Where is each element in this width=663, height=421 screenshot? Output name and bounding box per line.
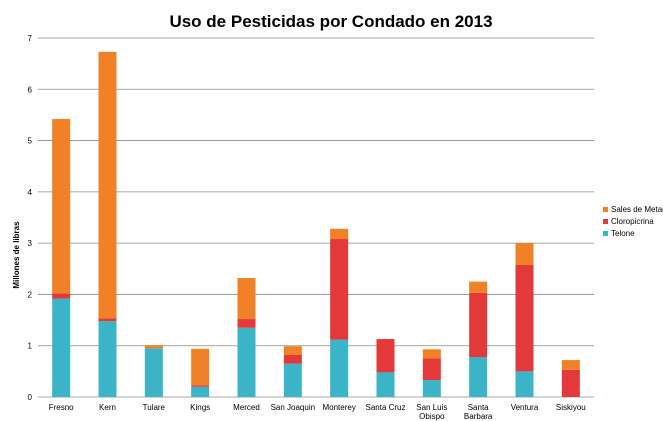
x-tick-label: Obispo	[419, 412, 445, 421]
legend-swatch	[603, 231, 608, 236]
bar-segment	[422, 349, 441, 359]
chart-title: Uso de Pesticidas por Condado en 2013	[169, 12, 492, 31]
y-tick-label: 6	[28, 85, 33, 94]
bar-segment	[237, 327, 256, 397]
grid-lines	[38, 37, 594, 398]
y-tick-label: 1	[28, 342, 33, 351]
bar-segment	[469, 356, 488, 397]
legend-label: Sales de Metam	[611, 205, 663, 214]
bar-segment	[515, 371, 534, 397]
bar-segment	[561, 369, 580, 397]
x-tick-label: Kings	[190, 403, 210, 412]
x-tick-label: Monterey	[322, 403, 355, 412]
bar-segment	[98, 51, 117, 319]
x-tick-label: Fresno	[49, 403, 74, 412]
bar-segment	[422, 380, 441, 397]
bar-segment	[330, 239, 349, 340]
y-tick-label: 7	[28, 34, 33, 43]
x-tick-label: Siskiyou	[556, 403, 586, 412]
bar-segment	[561, 360, 580, 370]
bar-segment	[52, 298, 71, 397]
legend-swatch	[603, 207, 608, 212]
x-tick-label: San Luis	[416, 403, 447, 412]
bar-segment	[237, 278, 256, 320]
bar-segment	[191, 348, 210, 386]
bar-segment	[376, 372, 395, 397]
bar-segment	[98, 318, 117, 322]
x-tick-label: Kern	[99, 403, 116, 412]
y-axis-label: Millones de libras	[12, 221, 21, 289]
bar-segment	[237, 319, 256, 328]
y-tick-label: 0	[28, 393, 33, 402]
bar-segment	[515, 264, 534, 372]
y-tick-label: 5	[28, 137, 33, 146]
bar-segment	[283, 346, 302, 355]
y-tick-label: 3	[28, 239, 33, 248]
bar-segment	[191, 385, 210, 387]
x-tick-label: Ventura	[511, 403, 539, 412]
x-tick-labels: Fresno Kern Tulare Kings Merced San Joaquin Mo…	[49, 403, 586, 421]
x-tick-label: San Joaquin	[271, 403, 315, 412]
bar-segment	[144, 348, 163, 397]
y-tick-labels: 0 1 2 3 4 5 6 7	[28, 34, 33, 402]
bar-segment	[422, 358, 441, 381]
legend-swatch	[603, 219, 608, 224]
y-tick-label: 4	[28, 188, 33, 197]
bar-segment	[330, 228, 349, 240]
y-tick-label: 2	[28, 290, 33, 299]
legend: Sales de Metam Cloropicrina Telone	[603, 205, 663, 238]
bars	[52, 51, 580, 397]
x-tick-label: Santa Cruz	[365, 403, 405, 412]
bar-segment	[330, 339, 349, 397]
legend-label: Telone	[611, 229, 635, 238]
bar-segment	[144, 345, 163, 349]
bar-segment	[52, 293, 71, 299]
bar-segment	[515, 243, 534, 265]
bar-segment	[283, 363, 302, 397]
bar-segment	[283, 354, 302, 364]
x-tick-label: Tulare	[143, 403, 166, 412]
bar-segment	[469, 292, 488, 357]
legend-label: Cloropicrina	[611, 217, 654, 226]
bar-segment	[376, 339, 395, 373]
bar-segment	[98, 321, 117, 397]
x-tick-label: Barbara	[464, 412, 493, 421]
x-tick-label: Merced	[233, 403, 260, 412]
bar-segment	[191, 386, 210, 397]
bar-segment	[469, 281, 488, 293]
bar-segment	[52, 119, 71, 294]
x-tick-label: Santa	[468, 403, 489, 412]
